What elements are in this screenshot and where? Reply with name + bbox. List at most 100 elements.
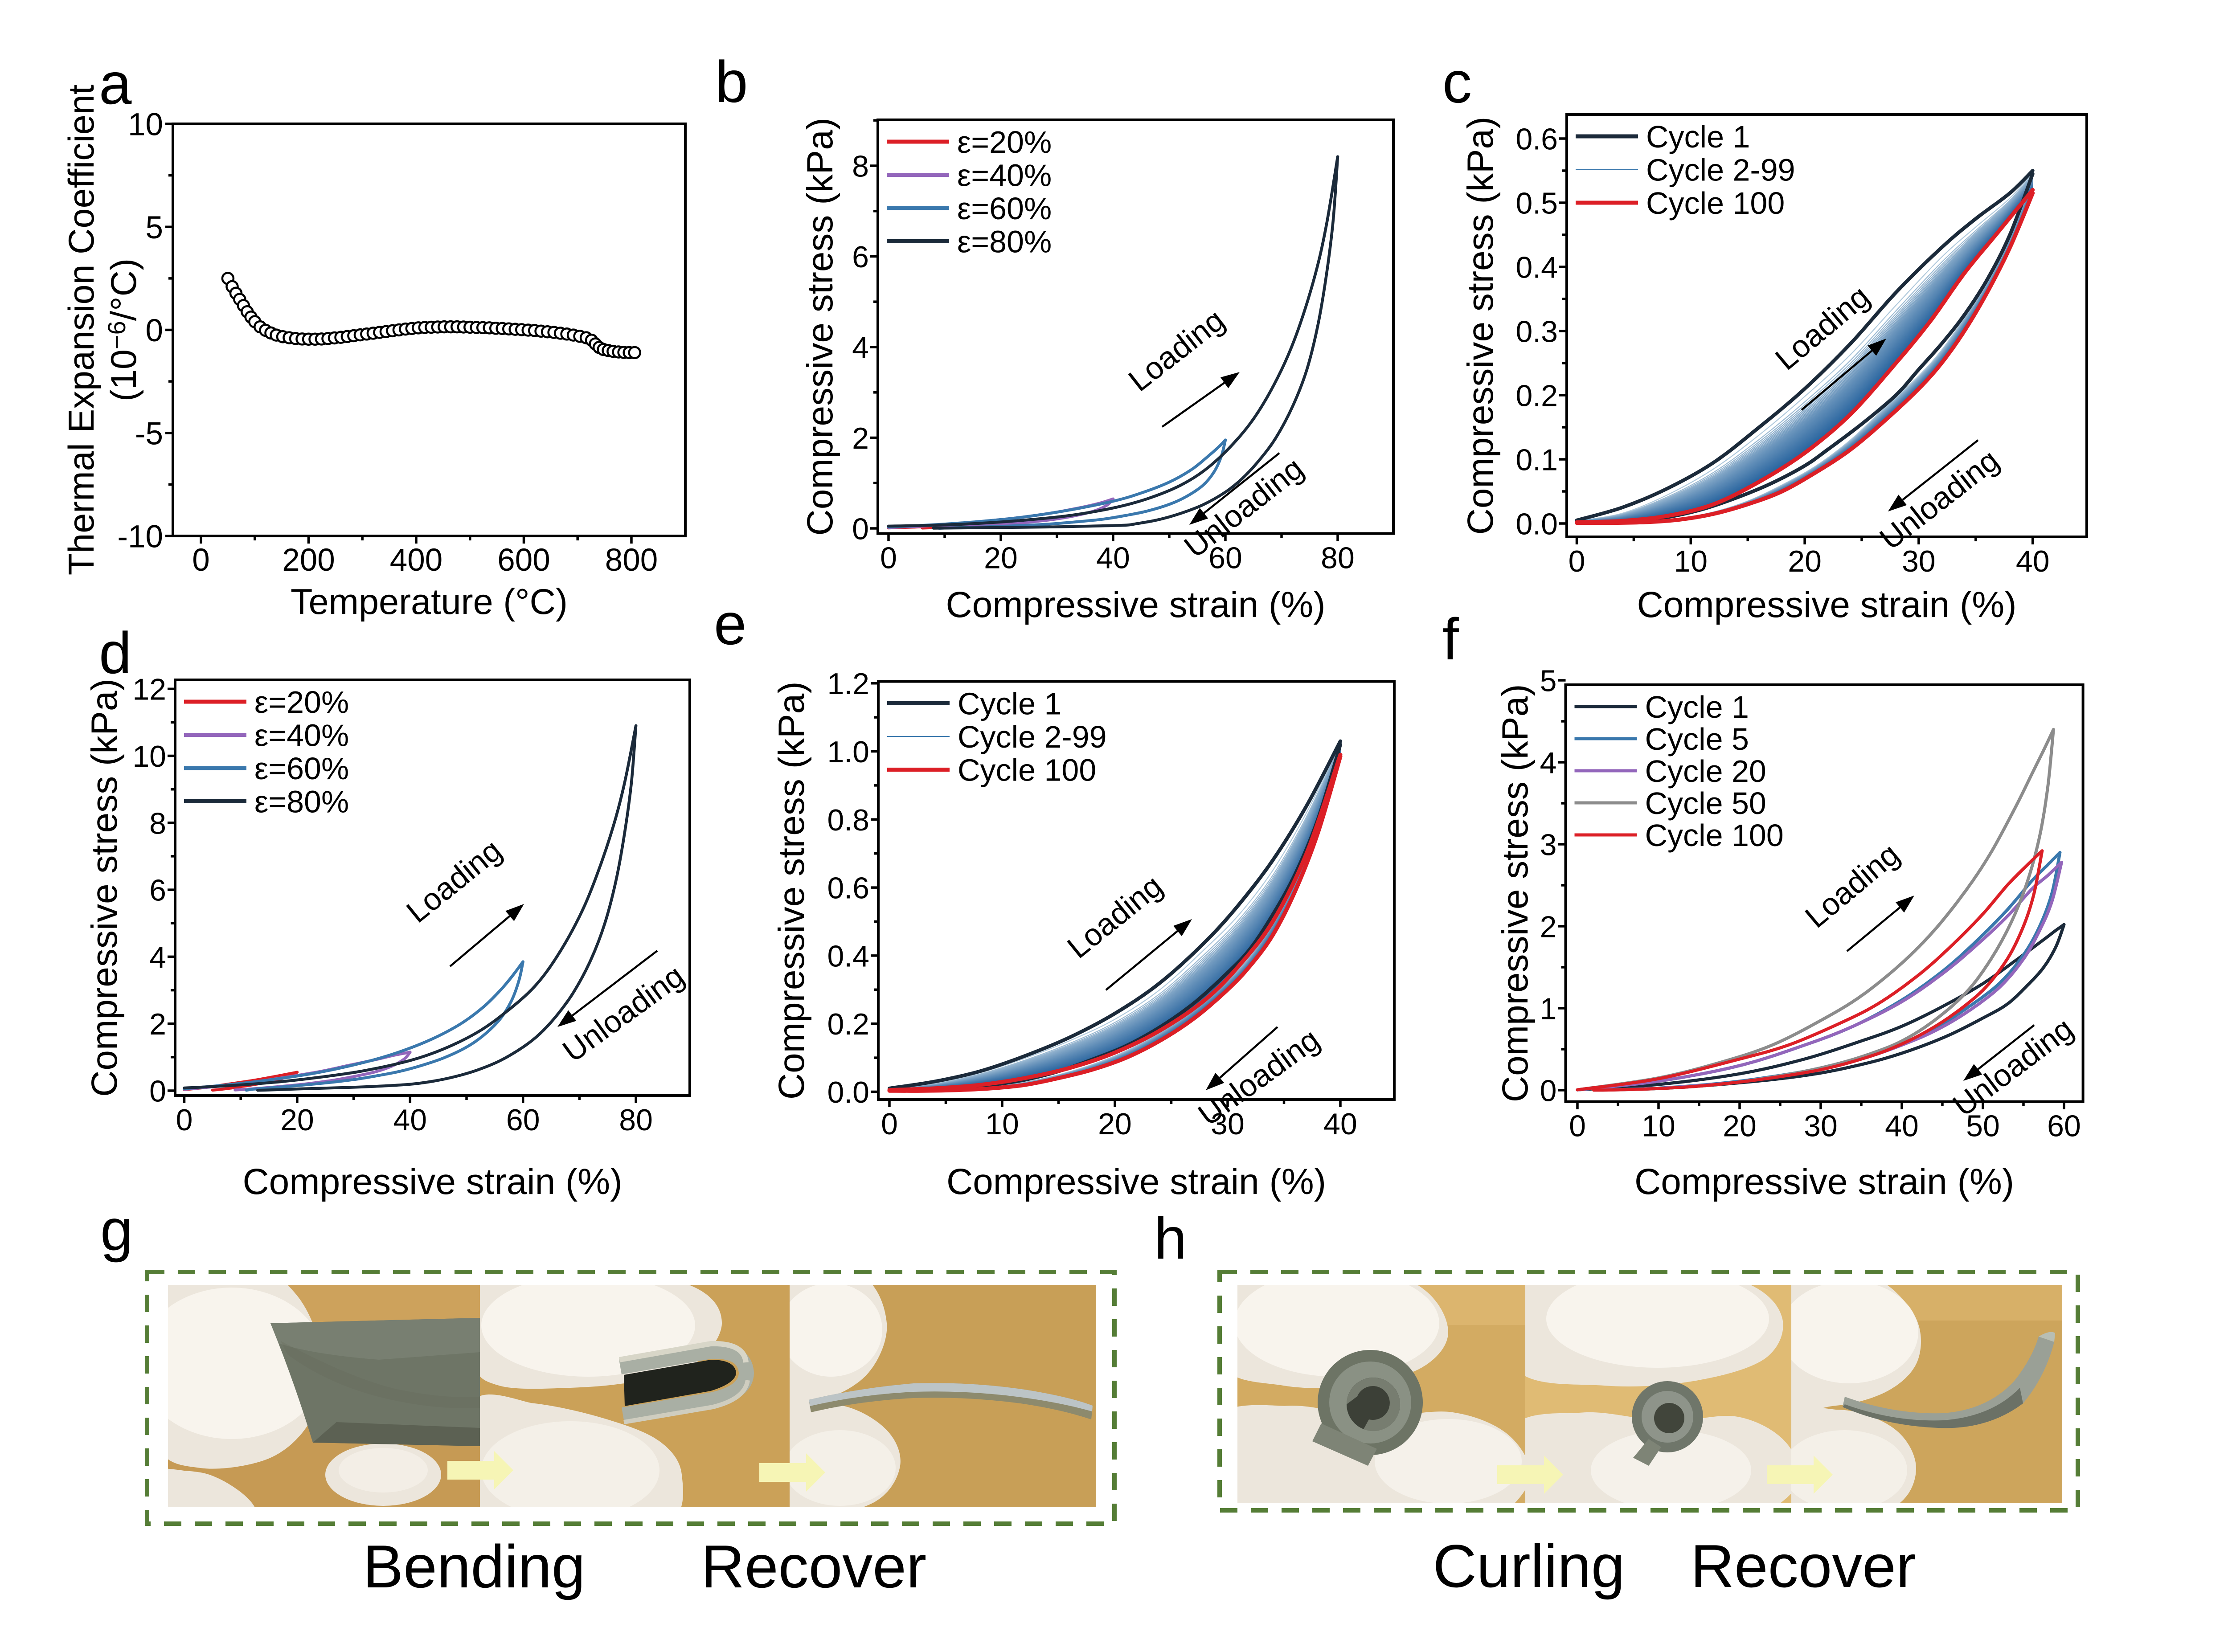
svg-text:6: 6 (149, 874, 166, 908)
svg-text:Cycle 100: Cycle 100 (1646, 186, 1785, 221)
svg-text:Bending: Bending (363, 1533, 585, 1600)
svg-text:Compressive strain (%): Compressive strain (%) (946, 585, 1325, 625)
svg-text:ε=60%: ε=60% (254, 751, 349, 786)
svg-text:60: 60 (2047, 1109, 2081, 1143)
svg-text:f: f (1442, 606, 1459, 672)
svg-text:ε=40%: ε=40% (957, 158, 1052, 193)
svg-text:0.8: 0.8 (827, 803, 869, 837)
svg-text:Compressive stress (kPa): Compressive stress (kPa) (771, 681, 812, 1100)
svg-text:40: 40 (393, 1103, 427, 1137)
svg-text:400: 400 (390, 543, 442, 578)
svg-text:Cycle 1: Cycle 1 (1645, 690, 1749, 724)
svg-text:4: 4 (1540, 746, 1557, 780)
svg-text:0: 0 (881, 1107, 898, 1141)
svg-text:0: 0 (880, 541, 897, 575)
svg-text:20: 20 (984, 541, 1018, 575)
svg-text:a: a (99, 51, 132, 116)
svg-text:Compressive strain (%): Compressive strain (%) (1637, 585, 2016, 625)
svg-text:8: 8 (149, 806, 166, 840)
svg-text:Compressive stress (kPa): Compressive stress (kPa) (1495, 684, 1536, 1102)
svg-text:2: 2 (149, 1007, 166, 1041)
svg-text:Compressive stress (kPa): Compressive stress (kPa) (84, 679, 125, 1097)
svg-text:2: 2 (1540, 910, 1557, 944)
svg-text:8: 8 (852, 150, 869, 184)
svg-text:200: 200 (282, 543, 335, 578)
svg-text:50: 50 (1966, 1109, 2000, 1143)
svg-text:0.6: 0.6 (827, 871, 869, 905)
svg-text:Temperature (°C): Temperature (°C) (291, 582, 568, 622)
svg-text:Cycle 1: Cycle 1 (958, 687, 1061, 721)
svg-text:Loading: Loading (1798, 837, 1906, 935)
svg-text:0.4: 0.4 (1515, 251, 1558, 285)
svg-text:d: d (99, 620, 131, 686)
svg-text:Compressive strain (%): Compressive strain (%) (946, 1161, 1326, 1202)
svg-text:60: 60 (506, 1103, 540, 1137)
svg-text:Compressive stress (kPa): Compressive stress (kPa) (800, 118, 840, 536)
svg-text:0.0: 0.0 (827, 1075, 869, 1109)
svg-text:800: 800 (605, 543, 658, 578)
svg-text:Cycle 50: Cycle 50 (1645, 786, 1766, 821)
svg-text:600: 600 (497, 543, 550, 578)
svg-text:0: 0 (1540, 1074, 1557, 1108)
svg-text:4: 4 (852, 331, 869, 365)
svg-text:0: 0 (852, 512, 869, 546)
svg-text:10: 10 (132, 740, 166, 773)
svg-text:10: 10 (985, 1107, 1019, 1141)
svg-text:0: 0 (1569, 1109, 1586, 1143)
svg-text:10: 10 (1674, 544, 1708, 578)
svg-text:ε=80%: ε=80% (254, 785, 349, 819)
svg-text:Recover: Recover (701, 1533, 926, 1600)
svg-text:80: 80 (1321, 541, 1355, 575)
svg-text:h: h (1154, 1206, 1187, 1271)
svg-text:0.3: 0.3 (1515, 315, 1558, 349)
svg-text:40: 40 (1323, 1107, 1357, 1141)
svg-text:Loading: Loading (400, 833, 508, 929)
svg-text:c: c (1442, 49, 1472, 115)
svg-text:Cycle 100: Cycle 100 (1645, 818, 1784, 853)
svg-text:10: 10 (1642, 1109, 1675, 1143)
svg-text:0: 0 (146, 313, 164, 348)
svg-text:Cycle 100: Cycle 100 (958, 753, 1096, 788)
svg-text:-10: -10 (117, 519, 163, 555)
svg-text:b: b (715, 49, 748, 114)
svg-text:0.2: 0.2 (1515, 379, 1558, 413)
svg-text:40: 40 (1885, 1109, 1919, 1143)
svg-text:0.4: 0.4 (827, 939, 869, 973)
svg-text:e: e (714, 591, 746, 657)
svg-text:Unloading: Unloading (1873, 442, 2005, 556)
svg-text:2: 2 (852, 421, 869, 455)
svg-text:Unloading: Unloading (1192, 1022, 1326, 1132)
svg-text:-5: -5 (135, 416, 163, 451)
svg-text:3: 3 (1540, 828, 1557, 862)
svg-text:Thermal Expansion Coefficient: Thermal Expansion Coefficient (61, 85, 102, 576)
svg-text:5: 5 (1540, 664, 1557, 698)
svg-text:60: 60 (1208, 541, 1242, 575)
svg-text:Cycle 2-99: Cycle 2-99 (1646, 153, 1795, 188)
svg-text:Compressive strain (%): Compressive strain (%) (1634, 1161, 2014, 1202)
svg-text:0: 0 (1569, 544, 1585, 578)
svg-text:ε=40%: ε=40% (254, 718, 349, 753)
svg-text:(10−6/°C): (10−6/°C) (102, 258, 144, 401)
svg-text:20: 20 (1788, 544, 1822, 578)
svg-text:Cycle 20: Cycle 20 (1645, 754, 1766, 789)
svg-text:Curling: Curling (1433, 1532, 1625, 1600)
svg-text:Compressive strain (%): Compressive strain (%) (242, 1161, 622, 1202)
svg-text:6: 6 (852, 240, 869, 274)
svg-text:20: 20 (1723, 1109, 1757, 1143)
svg-text:1: 1 (1540, 992, 1557, 1026)
svg-text:10: 10 (128, 107, 163, 143)
svg-text:1.2: 1.2 (827, 667, 869, 701)
svg-text:ε=20%: ε=20% (254, 685, 349, 720)
svg-text:Loading: Loading (1122, 303, 1231, 398)
svg-text:1.0: 1.0 (827, 735, 869, 769)
svg-text:Recover: Recover (1691, 1532, 1916, 1600)
svg-text:40: 40 (1096, 541, 1130, 575)
svg-text:0.1: 0.1 (1515, 443, 1558, 477)
svg-text:Cycle 2-99: Cycle 2-99 (958, 720, 1107, 754)
svg-text:5: 5 (146, 210, 164, 245)
svg-text:4: 4 (149, 940, 166, 974)
svg-text:g: g (100, 1197, 133, 1263)
svg-text:ε=80%: ε=80% (957, 225, 1052, 259)
svg-text:0.2: 0.2 (827, 1007, 869, 1041)
svg-text:Cycle 5: Cycle 5 (1645, 722, 1749, 756)
